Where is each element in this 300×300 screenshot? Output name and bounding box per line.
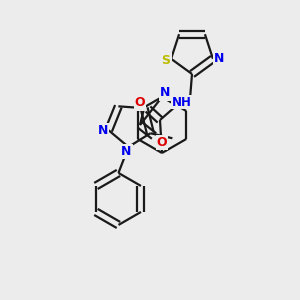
Text: S: S [162, 54, 171, 67]
Text: N: N [121, 146, 132, 158]
Text: N: N [214, 52, 224, 65]
Text: N: N [160, 86, 170, 100]
Text: O: O [135, 97, 145, 110]
Text: O: O [157, 136, 167, 148]
Text: N: N [98, 124, 108, 137]
Text: NH: NH [172, 95, 192, 109]
